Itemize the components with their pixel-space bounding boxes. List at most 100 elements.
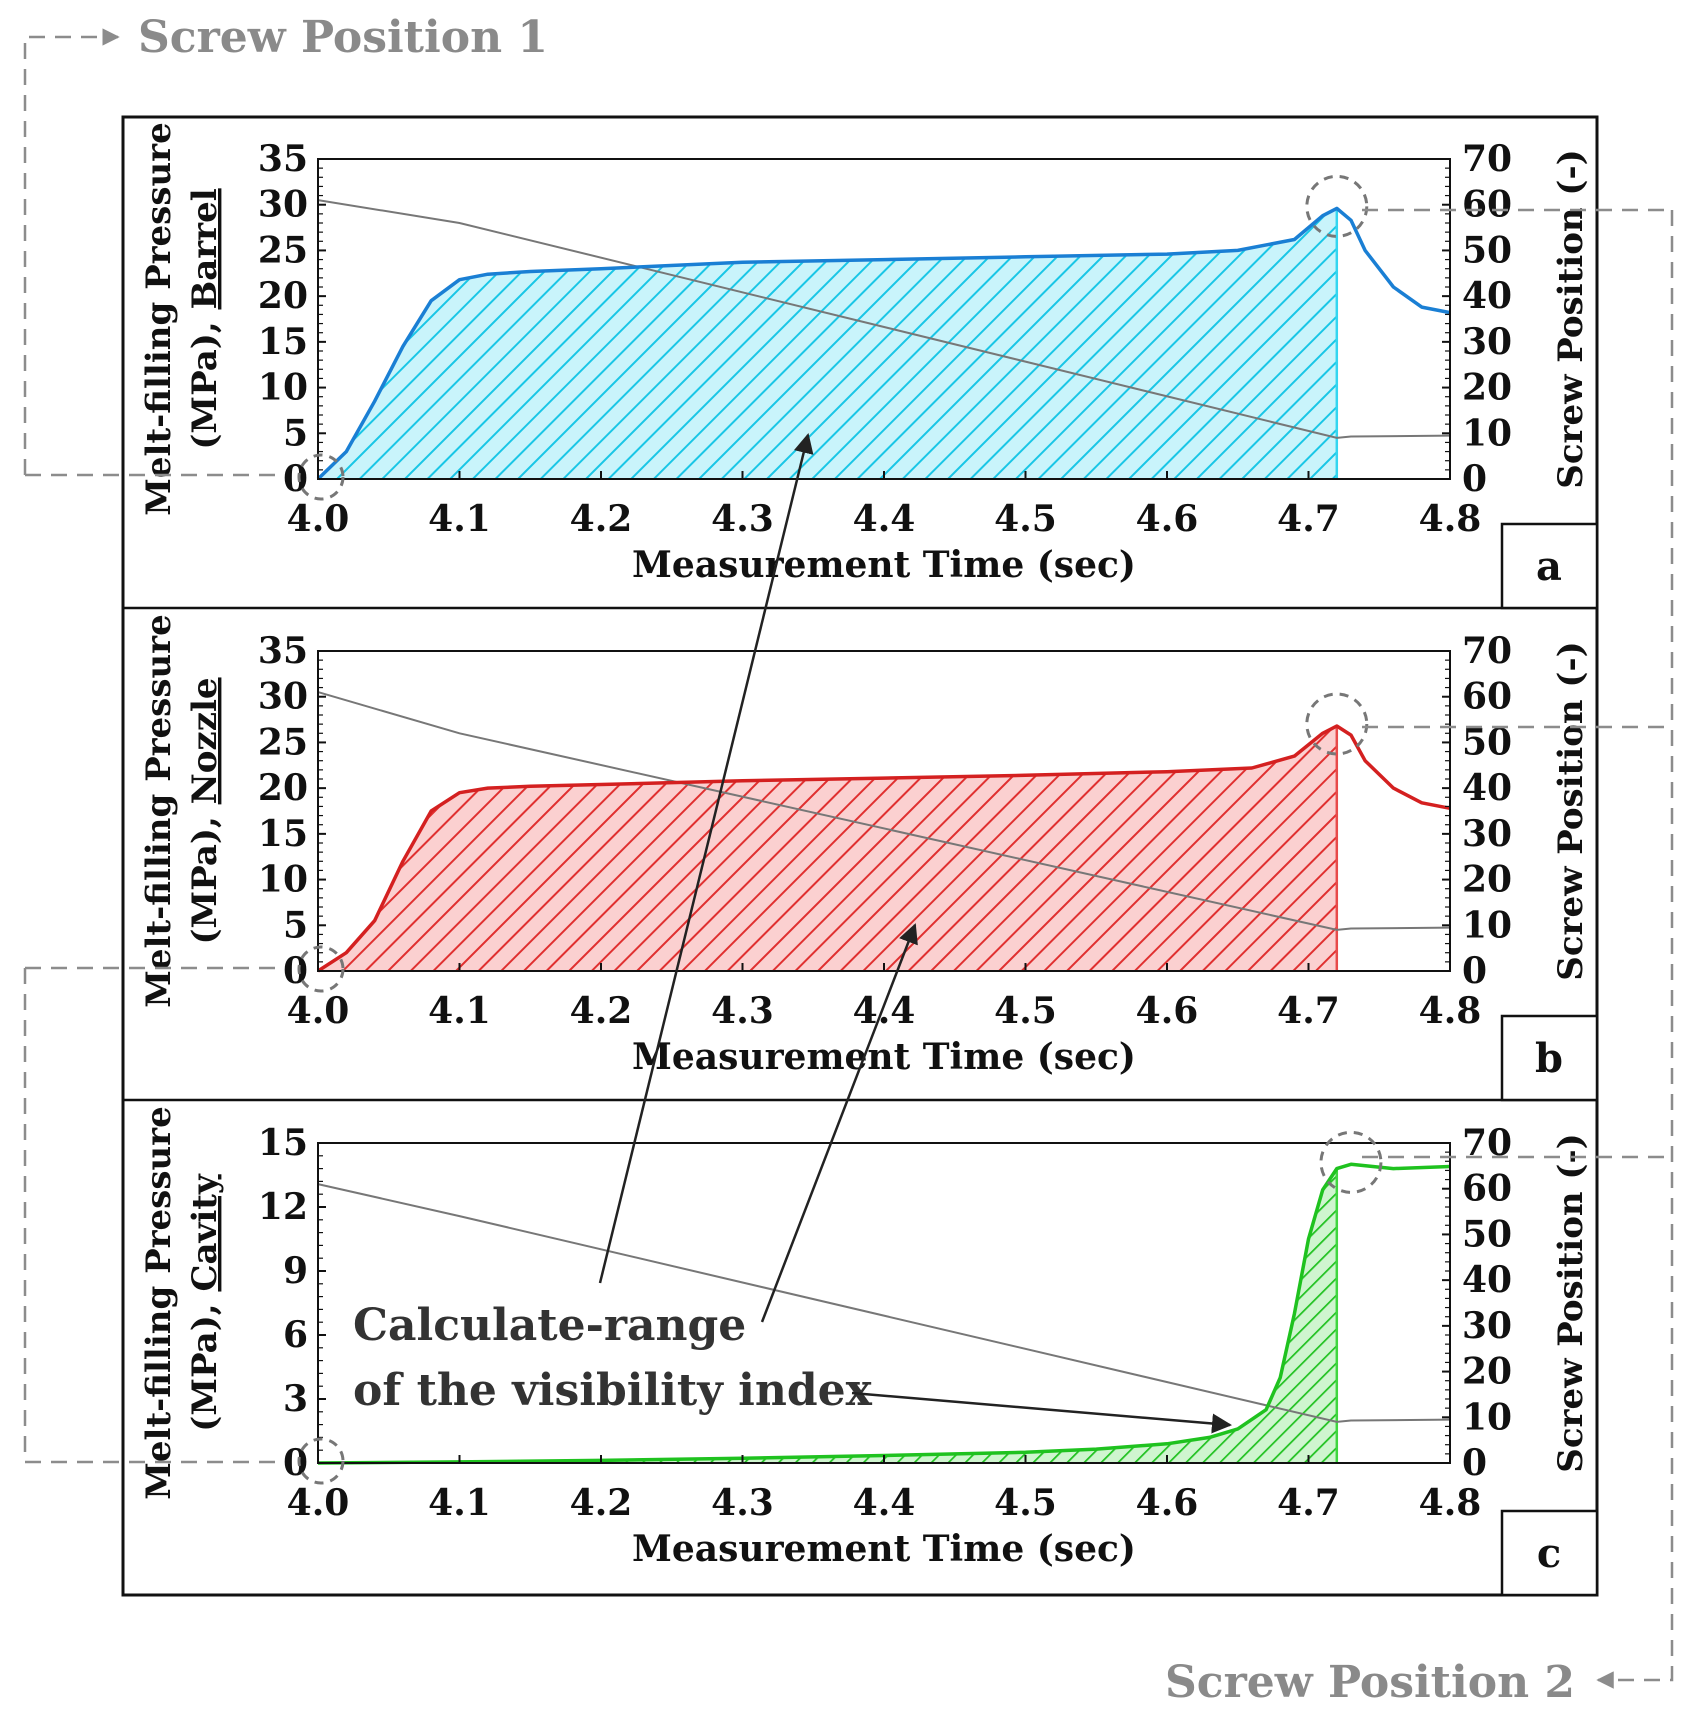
y2-tick-label: 10 [1462, 412, 1512, 454]
y2-tick-label: 10 [1462, 1396, 1512, 1438]
y-tick-label: 5 [283, 904, 308, 946]
y2-tick-label: 50 [1462, 721, 1512, 763]
screw-position-1-label: Screw Position 1 [138, 12, 548, 63]
y-tick-label: 20 [258, 275, 308, 317]
y-axis-title-unit: (MPa), [185, 1292, 225, 1432]
y2-tick-label: 70 [1462, 630, 1512, 672]
y-axis-title-emph: Cavity [185, 1173, 225, 1291]
x-tick-label: 4.5 [994, 990, 1057, 1032]
x-tick-label: 4.5 [994, 1482, 1057, 1524]
visibility-range-area-a [318, 208, 1337, 479]
x-tick-label: 4.7 [1277, 498, 1340, 540]
y2-tick-label: 60 [1462, 676, 1512, 718]
y2-tick-label: 30 [1462, 813, 1512, 855]
x-axis-title: Measurement Time (sec) [632, 544, 1136, 586]
peak-marker-b [1305, 692, 1369, 756]
y-tick-label: 20 [258, 767, 308, 809]
y2-axis-title: Screw Position (-) [1551, 641, 1591, 980]
x-tick-label: 4.2 [570, 990, 633, 1032]
y-tick-label: 30 [258, 676, 308, 718]
y-axis-title-unit: (MPa), [185, 309, 225, 449]
y-tick-label: 10 [258, 859, 308, 901]
y-tick-label: 9 [283, 1250, 308, 1292]
panel-letter-a: a [1536, 543, 1562, 590]
pressure-line-a [316, 206, 1451, 481]
visibility-range-area-c [318, 1168, 1337, 1463]
y2-tick-label: 10 [1462, 904, 1512, 946]
y-tick-label: 35 [258, 630, 308, 672]
y-tick-label: 25 [258, 229, 308, 271]
y-axis-title-emph: Barrel [185, 188, 225, 309]
y-axis-title-line1: Melt-filling Pressure [139, 1106, 179, 1499]
start-marker-b [297, 945, 345, 993]
screw-position-line-c [317, 1183, 1451, 1423]
y-tick-label: 5 [283, 412, 308, 454]
x-tick-label: 4.2 [570, 498, 633, 540]
visibility-range-area-b [318, 726, 1337, 971]
annotation-arrow-to-panel-a [598, 433, 814, 1284]
annotation-arrow-to-panel-b [760, 923, 918, 1323]
x-tick-label: 4.0 [287, 498, 350, 540]
x-tick-label: 4.6 [1136, 1482, 1199, 1524]
x-tick-label: 4.4 [853, 1482, 916, 1524]
x-tick-label: 4.8 [1419, 1482, 1482, 1524]
peak-marker-a [1305, 174, 1369, 238]
y-tick-label: 15 [258, 813, 308, 855]
screw-position-2-guide [1362, 208, 1674, 1689]
x-tick-label: 4.1 [428, 1482, 491, 1524]
x-tick-label: 4.2 [570, 1482, 633, 1524]
x-tick-label: 4.1 [428, 498, 491, 540]
y2-tick-label: 50 [1462, 1213, 1512, 1255]
y-axis-title-line1: Melt-filling Pressure [139, 122, 179, 515]
panel-letter-box-b [1500, 1014, 1599, 1102]
x-axis-title: Measurement Time (sec) [632, 1528, 1136, 1570]
x-tick-label: 4.6 [1136, 498, 1199, 540]
y2-tick-label: 40 [1462, 1259, 1512, 1301]
y2-axis-title: Screw Position (-) [1551, 1133, 1591, 1472]
y-tick-label: 12 [258, 1186, 308, 1228]
peak-marker-c [1319, 1130, 1383, 1194]
x-tick-label: 4.0 [287, 990, 350, 1032]
outer-frame [121, 115, 1599, 1597]
x-tick-label: 4.4 [853, 498, 916, 540]
start-marker-c [297, 1437, 345, 1485]
y2-tick-label: 30 [1462, 1305, 1512, 1347]
panel-letter-c: c [1537, 1530, 1561, 1577]
x-tick-label: 4.5 [994, 498, 1057, 540]
y2-tick-label: 60 [1462, 1168, 1512, 1210]
x-tick-label: 4.3 [711, 990, 774, 1032]
x-tick-label: 4.1 [428, 990, 491, 1032]
y2-tick-label: 40 [1462, 767, 1512, 809]
y-axis-title-line2: (MPa), Barrel [185, 188, 225, 449]
y-axis-title-line2: (MPa), Cavity [185, 1173, 225, 1432]
x-tick-label: 4.8 [1419, 990, 1482, 1032]
y2-tick-label: 0 [1462, 1442, 1487, 1484]
y2-tick-label: 20 [1462, 367, 1512, 409]
y-tick-label: 30 [258, 184, 308, 226]
screw-position-2-label: Screw Position 2 [1165, 1657, 1575, 1708]
y2-tick-label: 20 [1462, 859, 1512, 901]
panel-letter-b: b [1535, 1035, 1563, 1082]
y-axis-title-unit: (MPa), [185, 804, 225, 944]
annotation-line2: of the visibility index [353, 1365, 873, 1416]
pressure-line-b [317, 724, 1451, 973]
y2-tick-label: 30 [1462, 321, 1512, 363]
screw-position-line-b [317, 691, 1451, 931]
x-tick-label: 4.6 [1136, 990, 1199, 1032]
y-tick-label: 6 [283, 1314, 308, 1356]
x-tick-label: 4.4 [853, 990, 916, 1032]
panel-letter-box-a [1500, 522, 1599, 610]
y2-axis-title: Screw Position (-) [1551, 149, 1591, 488]
x-tick-label: 4.7 [1277, 1482, 1340, 1524]
x-tick-label: 4.0 [287, 1482, 350, 1524]
screw-position-line-a [317, 199, 1451, 439]
y2-tick-label: 20 [1462, 1351, 1512, 1393]
screw-position-1-guide [23, 28, 285, 1464]
y2-tick-label: 40 [1462, 275, 1512, 317]
y-axis-title-emph: Nozzle [185, 677, 225, 804]
start-marker-a [297, 453, 345, 501]
